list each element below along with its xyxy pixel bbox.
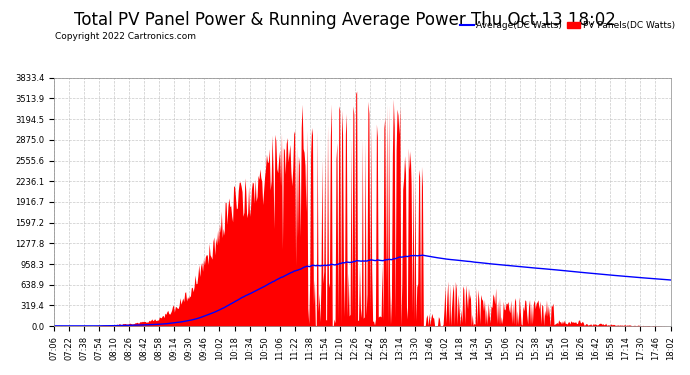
Legend: Average(DC Watts), PV Panels(DC Watts): Average(DC Watts), PV Panels(DC Watts) [456, 18, 678, 34]
Text: Total PV Panel Power & Running Average Power Thu Oct 13 18:02: Total PV Panel Power & Running Average P… [74, 11, 616, 29]
Text: Copyright 2022 Cartronics.com: Copyright 2022 Cartronics.com [55, 32, 196, 41]
